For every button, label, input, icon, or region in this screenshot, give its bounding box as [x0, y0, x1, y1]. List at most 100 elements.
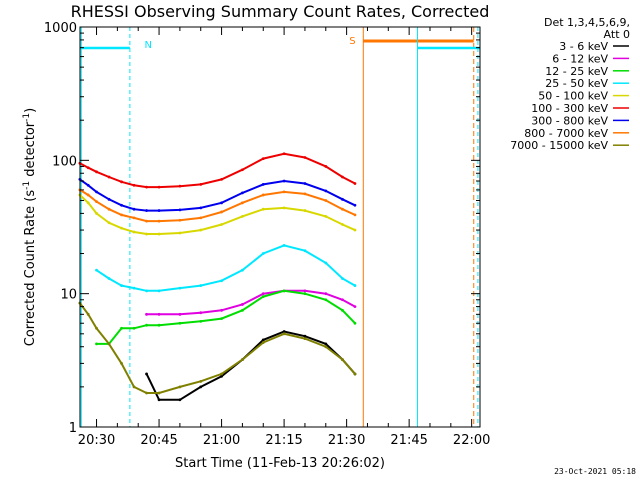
- data-point-3-6-kev: [199, 385, 203, 389]
- data-point-25-50-kev: [353, 284, 357, 287]
- footer-timestamp: 23-Oct-2021 05:18: [554, 467, 636, 476]
- data-point-50-100-kev: [324, 214, 328, 218]
- series-layer: [78, 152, 357, 402]
- data-point-300-800-kev: [282, 179, 286, 183]
- data-point-12-25-kev: [341, 308, 344, 312]
- data-point-6-12-kev: [178, 312, 182, 316]
- data-point-100-300-kev: [324, 165, 328, 168]
- data-point-800-7000-kev: [353, 213, 357, 217]
- data-point-100-300-kev: [132, 183, 136, 187]
- data-point-12-25-kev: [261, 295, 265, 299]
- data-point-50-100-kev: [178, 231, 182, 235]
- data-point-12-25-kev: [220, 317, 223, 321]
- data-point-3-6-kev: [178, 398, 182, 402]
- data-point-7000-15000-kev: [157, 391, 161, 395]
- data-point-50-100-kev: [157, 232, 161, 236]
- data-point-300-800-kev: [303, 182, 307, 185]
- data-point-7000-15000-kev: [86, 312, 90, 316]
- data-point-300-800-kev: [324, 189, 328, 193]
- data-point-7000-15000-kev: [120, 361, 123, 365]
- data-point-50-100-kev: [341, 223, 344, 226]
- data-point-7000-15000-kev: [220, 372, 223, 376]
- data-point-12-25-kev: [353, 321, 357, 325]
- x-tick-label: 21:45: [390, 433, 427, 448]
- night-marker-label: N: [144, 40, 151, 51]
- data-point-800-7000-kev: [341, 207, 344, 211]
- data-point-800-7000-kev: [199, 216, 203, 220]
- data-point-100-300-kev: [303, 156, 307, 159]
- y-tick-label: 10: [60, 288, 77, 303]
- data-point-800-7000-kev: [324, 199, 328, 202]
- series-line-6-12-kev: [146, 289, 356, 316]
- data-point-100-300-kev: [341, 175, 344, 179]
- legend-label-300-800-kev: 300 - 800 keV: [531, 114, 608, 127]
- legend-label-3-6-kev: 3 - 6 keV: [559, 40, 608, 53]
- data-point-50-100-kev: [145, 232, 148, 236]
- data-point-100-300-kev: [157, 185, 161, 189]
- data-point-800-7000-kev: [220, 210, 223, 214]
- data-point-100-300-kev: [107, 175, 111, 179]
- saa-marker-label: S: [349, 36, 355, 47]
- data-point-800-7000-kev: [178, 218, 182, 222]
- data-point-25-50-kev: [157, 289, 161, 293]
- data-point-800-7000-kev: [157, 219, 161, 223]
- legend-header-line-1: Det 1,3,4,5,6,9,: [544, 16, 630, 29]
- data-point-12-25-kev: [303, 292, 307, 296]
- data-point-12-25-kev: [178, 321, 182, 325]
- legend-label-6-12-kev: 6 - 12 keV: [552, 52, 608, 65]
- data-point-7000-15000-kev: [241, 358, 244, 362]
- x-axis-label: Start Time (11-Feb-13 20:26:02): [175, 456, 385, 471]
- data-point-6-12-kev: [145, 312, 148, 316]
- data-point-100-300-kev: [95, 170, 98, 174]
- axes: 20:30 20:45 21:00 21:15 21:30 21:45 22:00 1 10 10…: [44, 21, 490, 448]
- data-point-7000-15000-kev: [282, 332, 286, 336]
- data-point-300-800-kev: [157, 209, 161, 212]
- data-point-50-100-kev: [261, 207, 265, 211]
- data-point-12-25-kev: [324, 298, 328, 302]
- data-point-7000-15000-kev: [199, 379, 203, 383]
- data-point-25-50-kev: [178, 286, 182, 290]
- chart-title: RHESSI Observing Summary Count Rates, Co…: [71, 2, 490, 21]
- data-point-6-12-kev: [324, 292, 328, 296]
- legend-header: Det 1,3,4,5,6,9, Att 0: [544, 16, 630, 41]
- data-point-300-800-kev: [107, 197, 111, 201]
- x-tick-label: 20:30: [78, 433, 115, 448]
- data-point-6-12-kev: [199, 311, 203, 315]
- data-point-25-50-kev: [95, 268, 98, 272]
- data-point-7000-15000-kev: [132, 385, 136, 389]
- data-point-7000-15000-kev: [324, 345, 328, 349]
- data-point-12-25-kev: [132, 326, 136, 330]
- series-line-50-100-kev: [79, 194, 356, 235]
- data-point-50-100-kev: [353, 228, 357, 232]
- data-point-800-7000-kev: [107, 207, 111, 211]
- data-point-12-25-kev: [157, 323, 161, 327]
- data-point-800-7000-kev: [132, 216, 136, 220]
- data-point-25-50-kev: [107, 277, 111, 280]
- legend-label-50-100-kev: 50 - 100 keV: [538, 90, 608, 103]
- data-point-800-7000-kev: [303, 192, 307, 196]
- data-point-25-50-kev: [199, 284, 203, 287]
- x-tick-label: 21:00: [203, 433, 240, 448]
- legend-label-800-7000-kev: 800 - 7000 keV: [524, 127, 608, 140]
- data-point-25-50-kev: [145, 289, 148, 293]
- data-point-6-12-kev: [341, 298, 344, 302]
- data-point-800-7000-kev: [261, 193, 265, 197]
- data-point-7000-15000-kev: [353, 372, 357, 376]
- y-axis-label: Corrected Count Rate (s-1 detector-1): [22, 108, 38, 346]
- data-point-50-100-kev: [107, 221, 111, 225]
- data-point-25-50-kev: [261, 252, 265, 255]
- data-point-800-7000-kev: [282, 190, 286, 194]
- data-point-12-25-kev: [95, 342, 98, 346]
- data-point-300-800-kev: [132, 207, 136, 211]
- data-point-50-100-kev: [241, 214, 244, 218]
- data-point-3-6-kev: [324, 342, 328, 346]
- x-tick-label: 22:00: [453, 433, 490, 448]
- x-tick-label: 21:30: [328, 433, 365, 448]
- data-point-100-300-kev: [261, 157, 265, 161]
- data-point-25-50-kev: [303, 249, 307, 253]
- series-line-12-25-kev: [96, 289, 356, 345]
- data-point-300-800-kev: [220, 201, 223, 205]
